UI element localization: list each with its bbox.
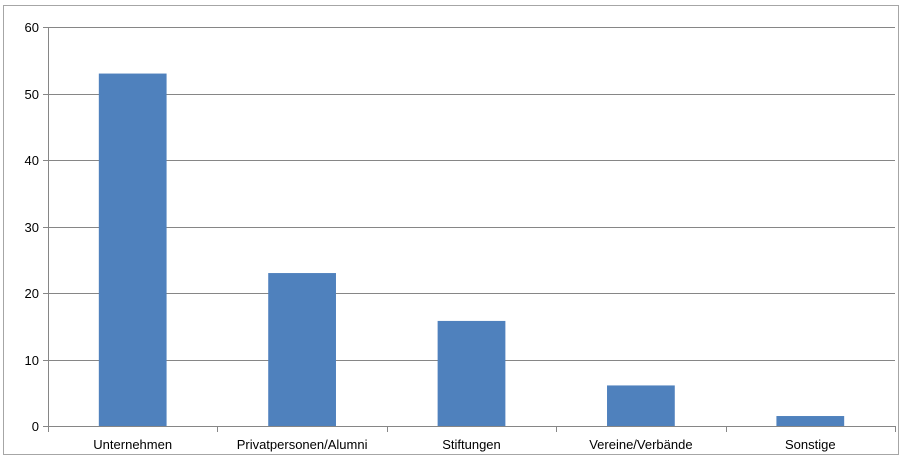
y-tick-label: 40 bbox=[25, 153, 39, 168]
axes bbox=[43, 27, 896, 432]
x-tick-label: Stiftungen bbox=[442, 437, 501, 452]
x-tick-label: Unternehmen bbox=[93, 437, 172, 452]
y-tick-label: 0 bbox=[32, 419, 39, 434]
y-tick-labels: 0 10 20 30 40 50 60 bbox=[25, 20, 39, 434]
x-tick-labels: Unternehmen Privatpersonen/Alumni Stiftung… bbox=[93, 437, 835, 452]
y-tick-label: 50 bbox=[25, 87, 39, 102]
bar-stiftungen bbox=[437, 320, 506, 426]
y-tick-label: 30 bbox=[25, 220, 39, 235]
bar-privatpersonen-alumni bbox=[268, 273, 336, 426]
bar-sonstige bbox=[776, 416, 845, 426]
y-tick-label: 60 bbox=[25, 20, 39, 35]
x-tick-label: Vereine/Verbände bbox=[589, 437, 692, 452]
x-tick-label: Privatpersonen/Alumni bbox=[237, 437, 368, 452]
gridlines bbox=[48, 27, 895, 361]
bars bbox=[98, 73, 845, 427]
y-tick-label: 10 bbox=[25, 353, 39, 368]
y-tick-label: 20 bbox=[25, 286, 39, 301]
x-tick-label: Sonstige bbox=[785, 437, 836, 452]
bar-unternehmen bbox=[98, 73, 167, 427]
bar-vereine-verb-nde bbox=[607, 385, 675, 426]
